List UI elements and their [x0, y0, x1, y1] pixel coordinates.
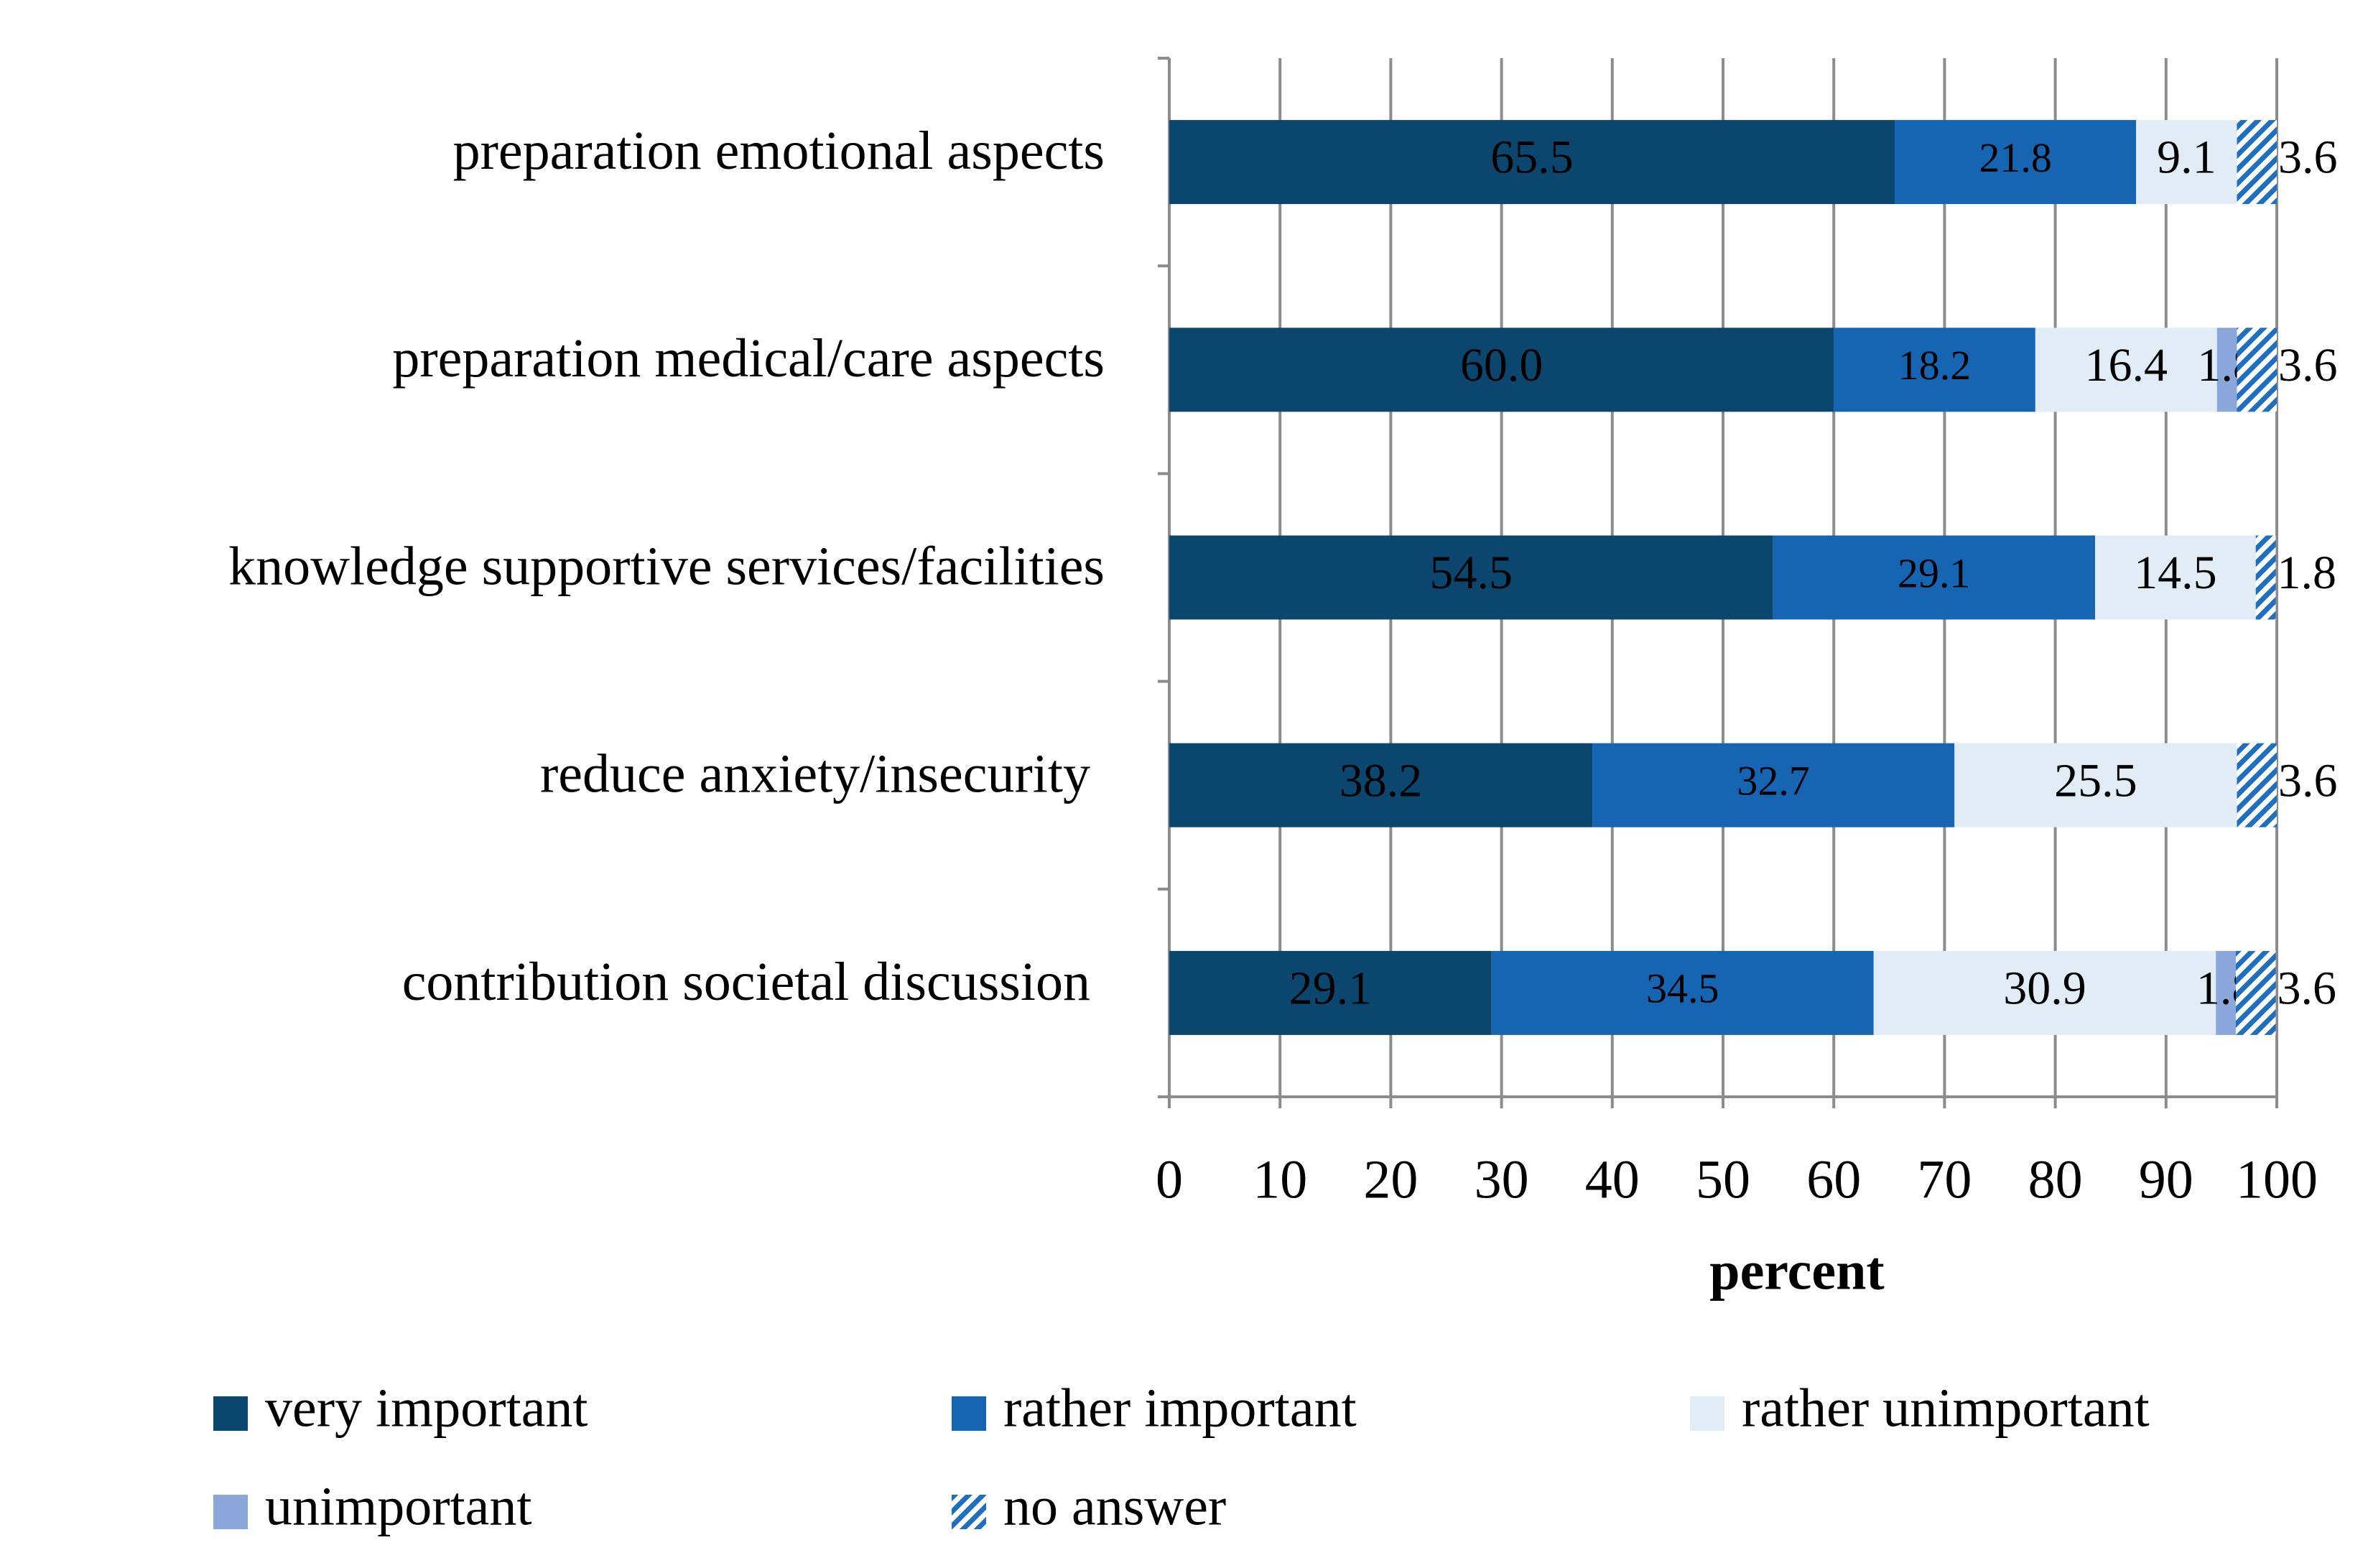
- data-label: 1.8: [2277, 547, 2336, 599]
- x-tick-label: 70: [1917, 1149, 1972, 1210]
- data-label: 32.7: [1737, 758, 1810, 804]
- x-tick-label: 100: [2236, 1149, 2318, 1210]
- bar-segment: [2095, 535, 2256, 620]
- data-label: 18.2: [1898, 342, 1972, 389]
- data-label: 38.2: [1339, 754, 1423, 807]
- data-label: 3.6: [2277, 962, 2336, 1015]
- bar-segment: [1773, 535, 2096, 620]
- y-tick-label: preparation medical/care aspects: [392, 328, 1105, 389]
- bar-segment: [1834, 328, 2035, 412]
- bar-segment: [2237, 328, 2277, 412]
- x-tick-label: 30: [1475, 1149, 1529, 1210]
- bar-segment: [2136, 120, 2237, 205]
- bar-segment: [1169, 120, 1895, 205]
- data-label: 29.1: [1289, 962, 1373, 1015]
- bar-segment: [1169, 328, 1834, 412]
- data-label: 9.1: [2157, 131, 2216, 184]
- data-label: 30.9: [2003, 962, 2086, 1015]
- data-label: 3.6: [2278, 339, 2338, 391]
- data-label: 21.8: [1979, 134, 2052, 181]
- x-tick-label: 60: [1806, 1149, 1861, 1210]
- legend-swatch: [952, 1396, 986, 1431]
- data-label: 16.4: [2085, 339, 2168, 391]
- legend-swatch: [952, 1495, 986, 1529]
- data-label: 3.6: [2278, 754, 2338, 807]
- y-tick-label: preparation emotional aspects: [453, 121, 1105, 181]
- data-label: 25.5: [2054, 754, 2137, 807]
- bar-segment: [2237, 120, 2277, 205]
- data-label: 60.0: [1460, 339, 1543, 391]
- x-tick-label: 0: [1156, 1149, 1183, 1210]
- legend-label: rather unimportant: [1742, 1378, 2150, 1438]
- x-tick-label: 40: [1585, 1149, 1640, 1210]
- bar-segment: [1592, 743, 1955, 827]
- x-tick-label: 20: [1363, 1149, 1418, 1210]
- bar-segment: [2035, 328, 2217, 412]
- legend-label: no answer: [1003, 1476, 1226, 1536]
- x-tick-label: 50: [1696, 1149, 1750, 1210]
- bar-segment: [1491, 950, 1874, 1035]
- legend-label: unimportant: [265, 1476, 532, 1536]
- bar-segment: [2255, 535, 2276, 620]
- bar-segment: [2216, 328, 2237, 412]
- legend-swatch: [1690, 1396, 1724, 1431]
- bar-segment: [2216, 950, 2236, 1035]
- data-label: 65.5: [1490, 131, 1574, 184]
- legend-swatch: [213, 1495, 248, 1529]
- x-tick-label: 80: [2028, 1149, 2083, 1210]
- bar-segment: [1873, 950, 2216, 1035]
- x-axis-label: percent: [1709, 1240, 1884, 1301]
- bar-segment: [2237, 743, 2277, 827]
- bar-segment: [1169, 743, 1593, 827]
- bar-segment: [1169, 950, 1492, 1035]
- data-label: 34.5: [1646, 965, 1719, 1012]
- x-tick-label: 10: [1253, 1149, 1307, 1210]
- bar-segment: [1954, 743, 2237, 827]
- x-tick-label: 90: [2139, 1149, 2193, 1210]
- y-tick-label: knowledge supportive services/facilities: [228, 536, 1105, 596]
- bar-segment: [1169, 535, 1773, 620]
- data-label: 29.1: [1898, 549, 1971, 596]
- bar-segment: [1895, 120, 2137, 205]
- legend-label: very important: [265, 1378, 588, 1438]
- legend-label: rather important: [1003, 1378, 1357, 1438]
- legend-swatch: [213, 1396, 248, 1431]
- data-label: 14.5: [2134, 547, 2217, 599]
- data-label: 3.6: [2278, 131, 2338, 184]
- y-tick-label: contribution societal discussion: [402, 952, 1090, 1012]
- data-label: 54.5: [1429, 547, 1513, 599]
- bar-segment: [2235, 950, 2276, 1035]
- y-tick-label: reduce anxiety/insecurity: [540, 744, 1090, 804]
